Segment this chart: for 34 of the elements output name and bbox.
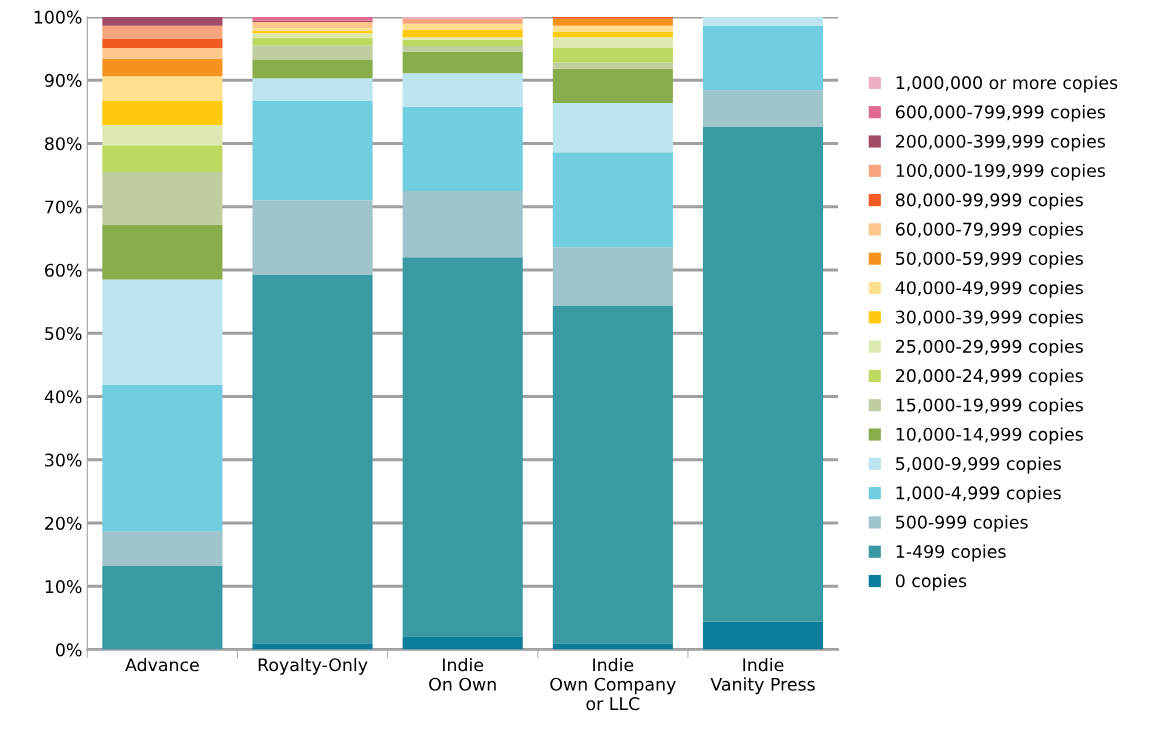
y-tick-label: 100% [34,10,82,24]
x-tick-label: Indie Vanity Press [710,657,815,695]
y-tick-label: 90% [44,73,82,87]
legend-label: 50,000-59,999 copies [896,251,1083,269]
y-tick-label: 40% [44,390,82,404]
legend-label: 15,000-19,999 copies [896,398,1083,415]
y-tick-label: 0% [56,643,82,657]
x-tick-label: Indie On Own [429,657,496,691]
x-tick-label: Advance [125,657,199,672]
legend-label: 500-999 copies [896,515,1028,533]
legend-label: 5,000-9,999 copies [896,456,1061,474]
y-tick-label: 70% [45,200,82,214]
y-tick-label: 60% [45,263,82,277]
x-tick-label: Royalty-Only [258,657,368,675]
x-tick-label: Indie Own Company or LLC [550,657,676,711]
legend-label: 1,000,000 or more copies [896,75,1118,93]
legend-label: 25,000-29,999 copies [896,339,1083,357]
legend-label: 30,000-39,999 copies [896,310,1083,327]
legend-label: 0 copies [895,573,967,591]
y-tick-label: 10% [45,580,82,594]
legend-label: 80,000-99,999 copies [895,192,1083,210]
y-tick-label: 30% [45,453,82,467]
y-tick-label: 20% [45,516,82,530]
legend-label: 100,000-199,999 copies [896,163,1106,181]
legend-label: 10,000-14,999 copies [896,427,1083,445]
legend-label: 1,000-4,999 copies [896,486,1061,503]
legend-label: 200,000-399,999 copies [896,134,1106,152]
legend-label: 600,000-799,999 copies [895,105,1106,122]
legend-label: 1-499 copies [896,544,1006,562]
legend-label: 60,000-79,999 copies [895,222,1083,240]
legend-label: 20,000-24,999 copies [896,368,1083,386]
y-tick-label: 50% [45,326,82,341]
legend-label: 40,000-49,999 copies [895,280,1083,298]
y-tick-label: 80% [45,137,82,151]
